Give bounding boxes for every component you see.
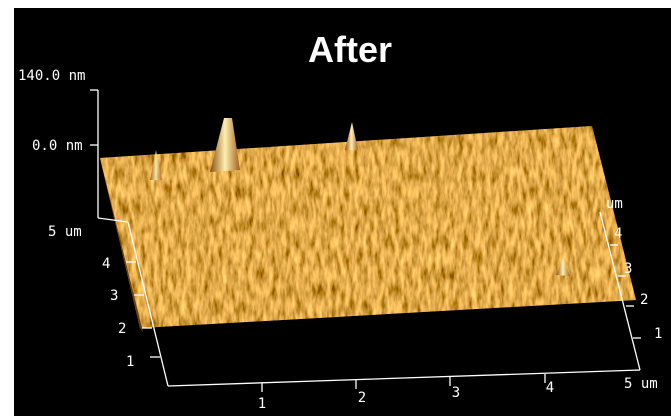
right-axis-label: 2: [640, 292, 648, 308]
surface: [100, 118, 636, 332]
left-axis-label: 5 um: [48, 224, 82, 240]
bottom-axis-label: 5 um: [624, 376, 658, 392]
left-axis-label: 1: [126, 354, 134, 370]
bottom-axis-label: 2: [358, 390, 366, 406]
title: After: [308, 29, 392, 70]
z-bottom-label: 0.0 nm: [32, 138, 83, 154]
right-axis-label: 3: [624, 261, 632, 277]
left-axis-label: 3: [110, 288, 118, 304]
axes: [90, 89, 641, 392]
z-top-label: 140.0 nm: [18, 68, 85, 84]
left-axis-label: 2: [118, 321, 126, 337]
bottom-axis-label: 4: [546, 380, 554, 396]
left-axis-label: 4: [102, 256, 110, 272]
right-axis-label: um: [606, 196, 623, 212]
right-axis-label: 4: [614, 226, 622, 242]
right-axis-label: 1: [654, 326, 662, 342]
bottom-axis-label: 1: [258, 396, 266, 412]
bottom-axis-label: 3: [452, 385, 460, 401]
